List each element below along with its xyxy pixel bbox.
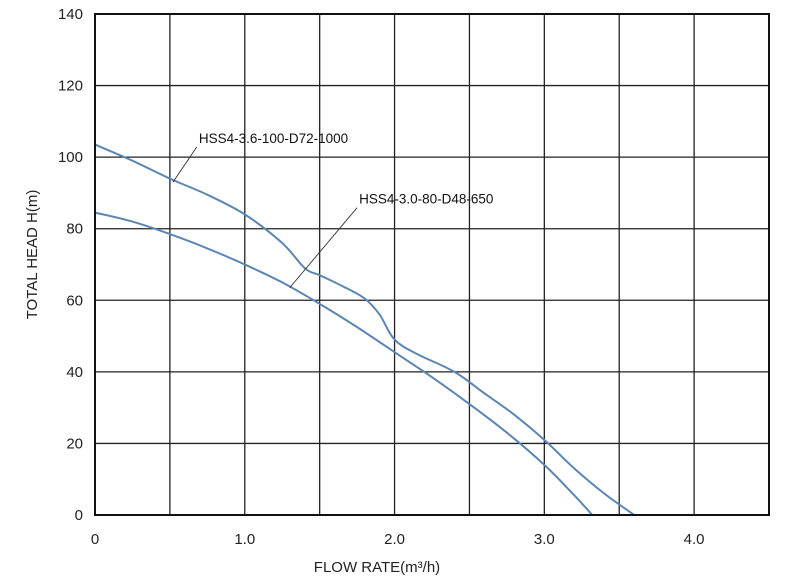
series-line-1 — [94, 143, 636, 516]
y-tick-label: 120 — [58, 78, 83, 95]
y-tick-label: 20 — [66, 435, 83, 452]
x-axis-title: FLOW RATE(m³/h) — [314, 559, 440, 576]
annotation-leader-1 — [172, 146, 198, 183]
x-tick-label: 4.0 — [684, 531, 705, 548]
y-tick-label: 0 — [75, 507, 83, 524]
x-tick-label: 2.0 — [384, 531, 405, 548]
y-tick-label: 80 — [66, 221, 83, 238]
x-axis-ticks: 0 1.0 2.0 3.0 4.0 — [91, 531, 705, 548]
y-tick-label: 140 — [58, 6, 83, 23]
y-axis-ticks: 0 20 40 60 80 100 120 140 — [58, 6, 83, 524]
annotations: HSS4-3.6-100-D72-1000 HSS4-3.0-80-D48-650 — [172, 131, 493, 289]
annotation-leader-2 — [289, 207, 358, 289]
series-label-1: HSS4-3.6-100-D72-1000 — [199, 131, 348, 146]
x-tick-label: 1.0 — [234, 531, 255, 548]
plot-frame — [94, 13, 770, 516]
grid — [95, 14, 769, 515]
y-tick-label: 40 — [66, 364, 83, 381]
series-label-2: HSS4-3.0-80-D48-650 — [359, 192, 493, 207]
y-tick-label: 100 — [58, 149, 83, 166]
x-tick-label: 0 — [91, 531, 99, 548]
y-tick-label: 60 — [66, 292, 83, 309]
series-line-2 — [94, 211, 594, 516]
y-axis-title: TOTAL HEAD H(m) — [24, 190, 41, 320]
x-tick-label: 3.0 — [534, 531, 555, 548]
series-layer — [94, 143, 636, 516]
